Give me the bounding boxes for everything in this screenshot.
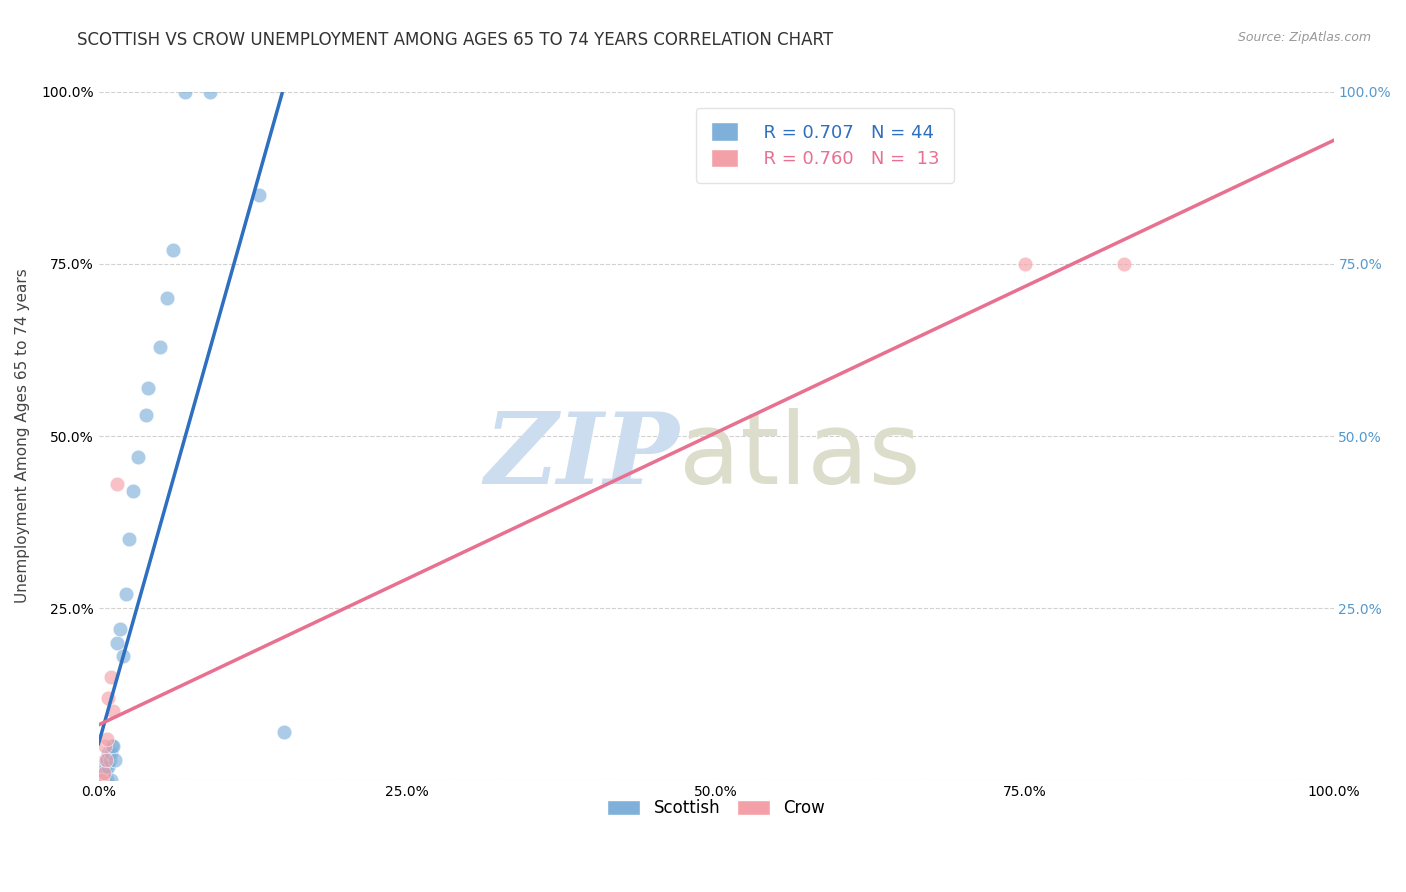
Point bbox=[89, 773, 111, 788]
Point bbox=[98, 753, 121, 767]
Point bbox=[136, 381, 159, 395]
Point bbox=[89, 773, 111, 788]
Point bbox=[104, 753, 127, 767]
Point bbox=[108, 622, 131, 636]
Point bbox=[91, 773, 114, 788]
Point bbox=[101, 739, 124, 753]
Text: atlas: atlas bbox=[679, 409, 921, 505]
Point bbox=[97, 759, 120, 773]
Point bbox=[89, 773, 111, 788]
Point bbox=[93, 759, 115, 773]
Point bbox=[247, 188, 270, 202]
Point bbox=[198, 85, 221, 99]
Text: SCOTTISH VS CROW UNEMPLOYMENT AMONG AGES 65 TO 74 YEARS CORRELATION CHART: SCOTTISH VS CROW UNEMPLOYMENT AMONG AGES… bbox=[77, 31, 834, 49]
Point bbox=[174, 85, 197, 99]
Point bbox=[90, 773, 112, 788]
Point bbox=[94, 773, 117, 788]
Point bbox=[89, 773, 111, 788]
Point bbox=[112, 649, 135, 664]
Point bbox=[91, 766, 114, 780]
Point bbox=[127, 450, 149, 464]
Legend: Scottish, Crow: Scottish, Crow bbox=[600, 792, 832, 823]
Point bbox=[90, 773, 112, 788]
Point bbox=[100, 773, 122, 788]
Point bbox=[100, 746, 122, 760]
Point bbox=[96, 773, 118, 788]
Point bbox=[91, 766, 114, 780]
Point bbox=[93, 773, 115, 788]
Point bbox=[97, 746, 120, 760]
Point bbox=[155, 292, 177, 306]
Y-axis label: Unemployment Among Ages 65 to 74 years: Unemployment Among Ages 65 to 74 years bbox=[15, 268, 30, 604]
Point bbox=[149, 340, 172, 354]
Point bbox=[1112, 257, 1135, 271]
Point bbox=[273, 725, 295, 739]
Point bbox=[135, 409, 157, 423]
Point bbox=[97, 690, 120, 705]
Point bbox=[94, 753, 117, 767]
Point bbox=[105, 477, 128, 491]
Point bbox=[118, 533, 141, 547]
Point bbox=[162, 243, 184, 257]
Point bbox=[96, 753, 118, 767]
Point bbox=[94, 753, 117, 767]
Point bbox=[96, 731, 118, 746]
Point bbox=[122, 484, 145, 499]
Text: ZIP: ZIP bbox=[484, 409, 679, 505]
Point bbox=[93, 766, 115, 780]
Point bbox=[94, 753, 117, 767]
Point bbox=[91, 773, 114, 788]
Point bbox=[91, 759, 114, 773]
Point bbox=[105, 635, 128, 649]
Point bbox=[103, 739, 125, 753]
Point bbox=[93, 766, 115, 780]
Point bbox=[90, 773, 112, 788]
Point bbox=[94, 739, 117, 753]
Point bbox=[94, 766, 117, 780]
Point bbox=[90, 766, 112, 780]
Point bbox=[103, 705, 125, 719]
Text: Source: ZipAtlas.com: Source: ZipAtlas.com bbox=[1237, 31, 1371, 45]
Point bbox=[94, 759, 117, 773]
Point bbox=[100, 670, 122, 684]
Point bbox=[1014, 257, 1036, 271]
Point bbox=[114, 587, 136, 601]
